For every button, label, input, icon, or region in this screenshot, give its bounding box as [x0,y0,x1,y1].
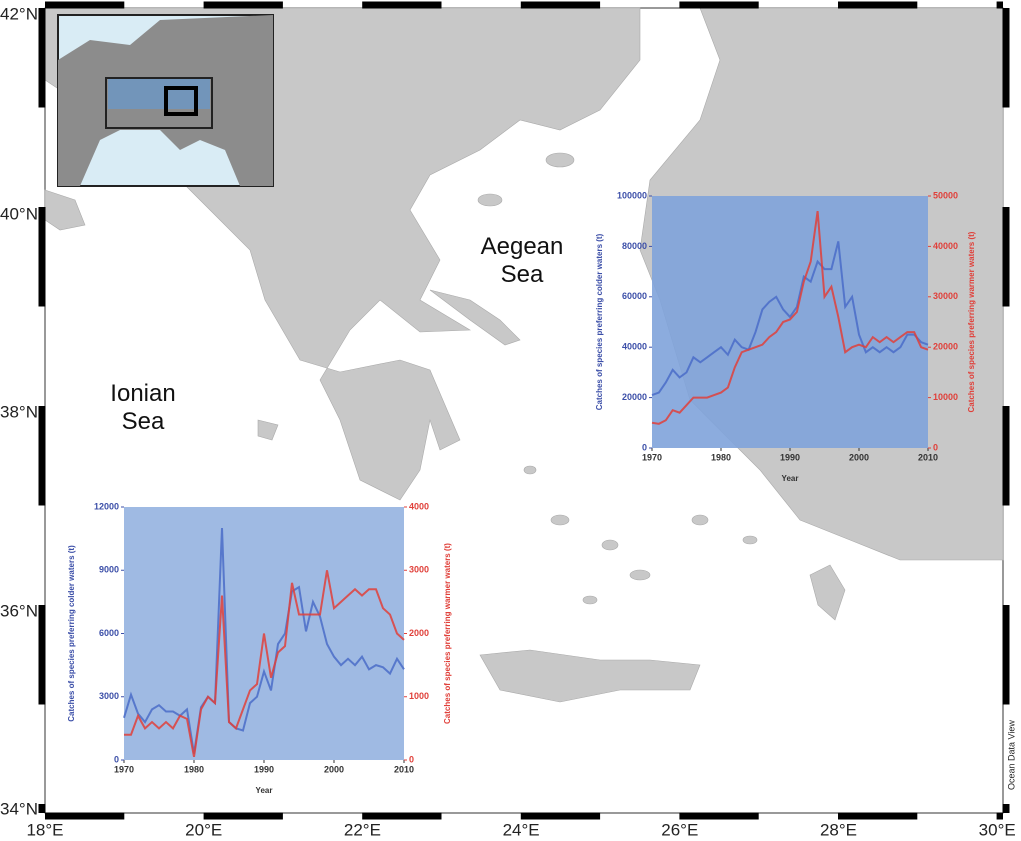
x-tick-label: 2010 [918,452,938,462]
chart: 1970 1980 1990 2000 201003000600090001200001… [67,501,452,795]
x-tick-label: 1970 [114,764,134,774]
lon-label: 30°E [979,820,1016,839]
y-tick-label: 0 [114,754,119,764]
x-tick-label: 2000 [849,452,869,462]
y2-tick-label: 3000 [409,565,429,575]
y-tick-label: 6000 [99,628,119,638]
y-tick-label: 60000 [622,291,647,301]
x-axis-label: Year [256,786,273,795]
lon-label: 22°E [344,820,381,839]
y2-tick-label: 0 [933,442,938,452]
sea-label: Ionian Sea [110,380,175,435]
lat-label: 40°N [0,204,38,223]
y2-tick-label: 0 [409,754,414,764]
y2-tick-label: 50000 [933,190,958,200]
series-line [123,528,405,754]
lat-label: 38°N [0,402,38,421]
y2-tick-label: 40000 [933,241,958,251]
y2-axis-label: Catches of species preferring warmer wat… [967,231,976,412]
y-tick-label: 0 [642,442,647,452]
y-tick-label: 9000 [99,565,119,575]
y-tick-label: 20000 [622,392,647,402]
y2-tick-label: 20000 [933,342,958,352]
x-tick-label: 1980 [184,764,204,774]
x-tick-label: 1990 [780,452,800,462]
y-tick-label: 3000 [99,691,119,701]
y-tick-label: 12000 [94,501,119,511]
y-axis-label: Catches of species preferring colder wat… [67,545,76,722]
y2-tick-label: 10000 [933,392,958,402]
y-tick-label: 100000 [617,190,647,200]
y2-tick-label: 1000 [409,691,429,701]
plot-area [652,196,928,448]
x-tick-label: 1980 [711,452,731,462]
y-tick-label: 40000 [622,342,647,352]
lon-label: 28°E [820,820,857,839]
y2-tick-label: 2000 [409,628,429,638]
frame-ticks [38,1,1010,820]
series-line [124,570,405,758]
lon-label: 20°E [185,820,222,839]
y-axis-label: Catches of species preferring colder wat… [595,233,604,410]
lat-label: 36°N [0,601,38,620]
y-tick-label: 80000 [622,241,647,251]
x-axis-label: Year [782,474,799,483]
series-line [651,241,929,397]
series-line [651,210,929,425]
y2-axis-label: Catches of species preferring warmer wat… [443,543,452,724]
lon-label: 18°E [26,820,63,839]
x-tick-label: 1990 [254,764,274,774]
y2-tick-label: 30000 [933,291,958,301]
chart: 1970 1980 1990 2000 201002000040000600008000… [595,190,976,483]
sea-label: Aegean Sea [481,233,564,288]
credit: Ocean Data View [1006,720,1016,790]
x-tick-label: 2010 [394,764,414,774]
x-tick-label: 1970 [642,452,662,462]
lon-label: 24°E [503,820,540,839]
inset-map [57,14,274,187]
y2-tick-label: 4000 [409,501,429,511]
lat-label: 42°N [0,4,38,23]
x-tick-label: 2000 [324,764,344,774]
lon-label: 26°E [661,820,698,839]
lat-label: 34°N [0,799,38,818]
